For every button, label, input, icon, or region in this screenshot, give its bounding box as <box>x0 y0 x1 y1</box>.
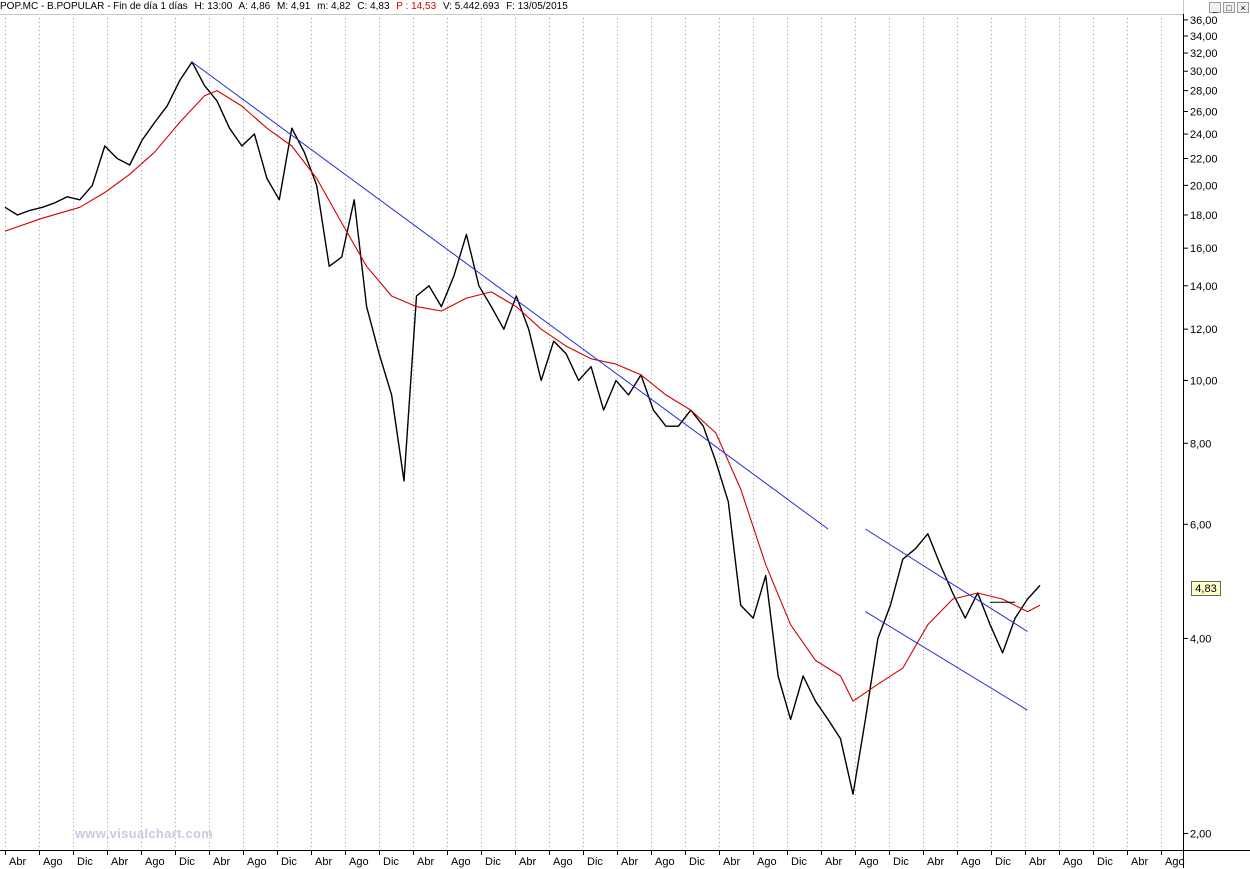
y-tick-label: 4,00 <box>1190 633 1211 645</box>
x-tick-label: Abr <box>519 856 536 868</box>
x-tick-label: Ago <box>349 856 369 868</box>
x-tick-label: Dic <box>281 856 297 868</box>
chart-axes <box>0 14 1250 868</box>
x-tick-label: Ago <box>1165 856 1185 868</box>
x-tick-label: Dic <box>77 856 93 868</box>
chart-lines <box>4 61 1041 795</box>
trendline <box>865 528 1028 632</box>
x-tick-label: Dic <box>1097 856 1113 868</box>
y-tick-label: 30,00 <box>1190 66 1218 78</box>
window-controls: _ □ × <box>1183 0 1250 14</box>
y-tick-label: 2,00 <box>1190 829 1211 841</box>
x-tick-label: Abr <box>723 856 740 868</box>
ticker-label: POP.MC - B.POPULAR - Fin de día 1 días <box>0 1 188 12</box>
y-tick-label: 16,00 <box>1190 243 1218 255</box>
x-tick-label: Ago <box>553 856 573 868</box>
x-tick-label: Dic <box>587 856 603 868</box>
x-tick-label: Abr <box>1029 856 1046 868</box>
time-label: H: 13:00 <box>194 1 233 12</box>
y-tick-label: 14,00 <box>1190 281 1218 293</box>
x-tick-label: Abr <box>417 856 434 868</box>
y-axis-ticks: 2,00 4,00 6,00 8,00 10,00 12,00 14,00 16,00 18,0… <box>1183 15 1218 841</box>
y-tick-label: 8,00 <box>1190 438 1211 450</box>
x-tick-label: Ago <box>43 856 63 868</box>
x-tick-label: Ago <box>655 856 675 868</box>
y-tick-label: 34,00 <box>1190 31 1218 43</box>
x-tick-label: Ago <box>961 856 981 868</box>
x-tick-label: Abr <box>621 856 638 868</box>
x-tick-label: Abr <box>9 856 26 868</box>
y-tick-label: 26,00 <box>1190 106 1218 118</box>
trendline <box>865 611 1028 711</box>
trendline <box>191 61 829 530</box>
x-tick-label: Ago <box>757 856 777 868</box>
x-tick-label: Abr <box>111 856 128 868</box>
x-tick-label: Abr <box>213 856 230 868</box>
last-price-label: 4,83 <box>1191 581 1221 596</box>
x-tick-label: Dic <box>893 856 909 868</box>
x-tick-label: Abr <box>927 856 944 868</box>
chart-header: POP.MC - B.POPULAR - Fin de día 1 días H… <box>0 0 1183 15</box>
minimize-button[interactable]: _ <box>1209 1 1221 13</box>
x-axis-ticks: Abr Ago Dic Abr Ago Dic Abr Ago Dic Abr Ago Dic Abr A… <box>5 850 1185 868</box>
x-tick-label: Dic <box>383 856 399 868</box>
vertical-grid <box>5 14 1162 850</box>
y-tick-label: 32,00 <box>1190 48 1218 60</box>
volume-label: V: 5.442.693 <box>442 1 500 12</box>
open-label: A: 4,86 <box>238 1 271 12</box>
close-button[interactable]: × <box>1237 1 1249 13</box>
watermark: www.visualchart.com <box>75 826 214 841</box>
maximize-button[interactable]: □ <box>1223 1 1235 13</box>
x-tick-label: Dic <box>179 856 195 868</box>
x-tick-label: Ago <box>859 856 879 868</box>
x-tick-label: Abr <box>1131 856 1148 868</box>
x-tick-label: Ago <box>145 856 165 868</box>
high-label: M: 4,91 <box>276 1 311 12</box>
percent-label: P : 14,53 <box>396 1 437 12</box>
y-tick-label: 12,00 <box>1190 324 1218 336</box>
x-tick-label: Dic <box>485 856 501 868</box>
x-tick-label: Dic <box>689 856 705 868</box>
x-tick-label: Abr <box>825 856 842 868</box>
x-tick-label: Abr <box>315 856 332 868</box>
x-tick-label: Ago <box>451 856 471 868</box>
x-tick-label: Ago <box>247 856 267 868</box>
close-label: C: 4,83 <box>357 1 390 12</box>
x-tick-label: Ago <box>1063 856 1083 868</box>
x-tick-label: Dic <box>791 856 807 868</box>
y-tick-label: 22,00 <box>1190 154 1218 166</box>
y-tick-label: 18,00 <box>1190 210 1218 222</box>
y-tick-label: 10,00 <box>1190 375 1218 387</box>
y-tick-label: 36,00 <box>1190 15 1218 27</box>
moving-average-line <box>4 90 1041 702</box>
y-tick-label: 20,00 <box>1190 180 1218 192</box>
x-tick-label: Dic <box>995 856 1011 868</box>
y-tick-label: 24,00 <box>1190 129 1218 141</box>
date-label: F: 13/05/2015 <box>506 1 568 12</box>
low-label: m: 4,82 <box>317 1 351 12</box>
y-tick-label: 28,00 <box>1190 86 1218 98</box>
y-tick-label: 6,00 <box>1190 519 1211 531</box>
